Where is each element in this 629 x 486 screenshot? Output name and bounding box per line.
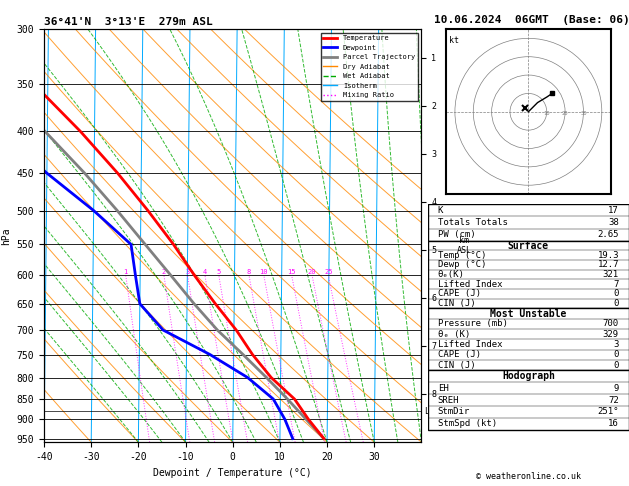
Text: 9: 9 [613, 383, 619, 393]
FancyBboxPatch shape [428, 309, 629, 370]
FancyBboxPatch shape [428, 241, 629, 309]
FancyBboxPatch shape [428, 204, 629, 241]
Text: 38: 38 [608, 218, 619, 227]
Text: 8: 8 [247, 269, 251, 276]
Text: kt: kt [449, 36, 459, 45]
Y-axis label: hPa: hPa [1, 227, 11, 244]
FancyBboxPatch shape [428, 370, 629, 430]
Text: 329: 329 [603, 330, 619, 339]
Text: CAPE (J): CAPE (J) [438, 290, 481, 298]
Text: 2.65: 2.65 [598, 230, 619, 239]
Y-axis label: km
ASL: km ASL [457, 236, 471, 255]
Text: 321: 321 [603, 270, 619, 279]
Text: 30: 30 [580, 111, 587, 117]
Text: Dewp (°C): Dewp (°C) [438, 260, 486, 269]
Text: CIN (J): CIN (J) [438, 361, 476, 370]
Text: 1: 1 [124, 269, 128, 276]
Text: 5: 5 [216, 269, 221, 276]
Text: K: K [438, 206, 443, 215]
Text: Hodograph: Hodograph [502, 371, 555, 382]
Text: CAPE (J): CAPE (J) [438, 350, 481, 360]
Text: StmDir: StmDir [438, 407, 470, 417]
Text: 0: 0 [613, 361, 619, 370]
Text: 0: 0 [613, 299, 619, 308]
Text: 251°: 251° [598, 407, 619, 417]
Text: 7: 7 [613, 280, 619, 289]
Text: 10.06.2024  06GMT  (Base: 06): 10.06.2024 06GMT (Base: 06) [434, 15, 629, 25]
Text: SREH: SREH [438, 396, 459, 404]
Text: 25: 25 [324, 269, 333, 276]
Text: 12.7: 12.7 [598, 260, 619, 269]
Text: CIN (J): CIN (J) [438, 299, 476, 308]
Text: θₑ (K): θₑ (K) [438, 330, 470, 339]
Text: PW (cm): PW (cm) [438, 230, 476, 239]
Text: 19.3: 19.3 [598, 251, 619, 260]
Text: Surface: Surface [508, 241, 549, 251]
Text: 0: 0 [613, 290, 619, 298]
Text: 20: 20 [308, 269, 316, 276]
Text: Lifted Index: Lifted Index [438, 280, 503, 289]
Text: θₑ(K): θₑ(K) [438, 270, 465, 279]
Text: Totals Totals: Totals Totals [438, 218, 508, 227]
Text: 15: 15 [287, 269, 296, 276]
Text: 16: 16 [608, 419, 619, 428]
Text: © weatheronline.co.uk: © weatheronline.co.uk [476, 472, 581, 481]
X-axis label: Dewpoint / Temperature (°C): Dewpoint / Temperature (°C) [153, 468, 312, 478]
Text: 17: 17 [608, 206, 619, 215]
Text: 3: 3 [613, 340, 619, 349]
Text: Lifted Index: Lifted Index [438, 340, 503, 349]
Text: 700: 700 [603, 319, 619, 329]
Text: StmSpd (kt): StmSpd (kt) [438, 419, 497, 428]
Text: 10: 10 [543, 111, 550, 117]
Text: Pressure (mb): Pressure (mb) [438, 319, 508, 329]
Text: EH: EH [438, 383, 448, 393]
Text: 10: 10 [260, 269, 268, 276]
Text: Most Unstable: Most Unstable [490, 309, 567, 319]
Text: 2: 2 [162, 269, 166, 276]
Text: 4: 4 [203, 269, 207, 276]
Text: 3: 3 [186, 269, 190, 276]
Text: 20: 20 [562, 111, 569, 117]
Text: Temp (°C): Temp (°C) [438, 251, 486, 260]
Legend: Temperature, Dewpoint, Parcel Trajectory, Dry Adiabat, Wet Adiabat, Isotherm, Mi: Temperature, Dewpoint, Parcel Trajectory… [321, 33, 418, 101]
Text: 36°41'N  3°13'E  279m ASL: 36°41'N 3°13'E 279m ASL [44, 17, 213, 27]
Text: 0: 0 [613, 350, 619, 360]
Text: 72: 72 [608, 396, 619, 404]
Text: LCL: LCL [424, 407, 439, 416]
